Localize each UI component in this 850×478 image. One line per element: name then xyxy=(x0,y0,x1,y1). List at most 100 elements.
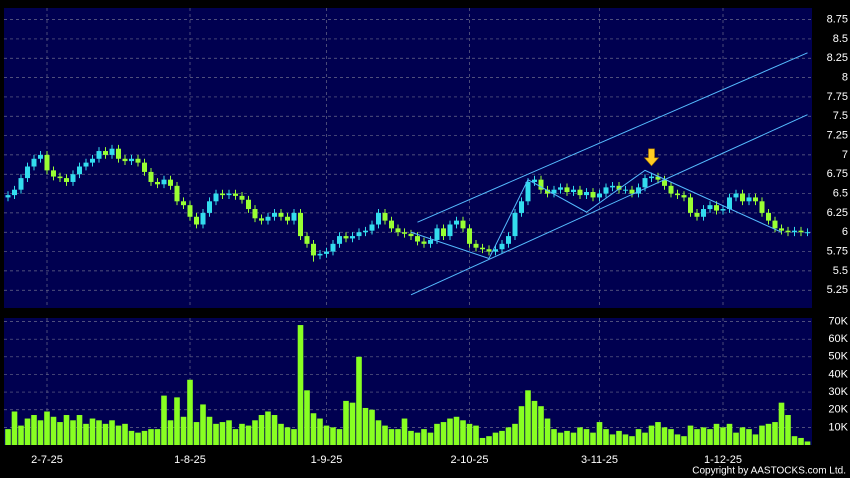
candle-body xyxy=(538,179,544,190)
candle-body xyxy=(649,176,654,179)
volume-bar xyxy=(778,402,785,445)
volume-bar xyxy=(648,425,655,445)
candle-body xyxy=(298,212,303,237)
volume-bar xyxy=(258,415,265,445)
trendline xyxy=(410,114,808,296)
volume-bar xyxy=(460,420,466,445)
candle-body xyxy=(317,253,323,256)
candle-body xyxy=(382,212,388,221)
volume-bar xyxy=(18,425,24,445)
volume-bar xyxy=(135,432,141,445)
volume-bar xyxy=(440,422,447,445)
volume-bar xyxy=(622,434,629,445)
volume-bar xyxy=(245,425,252,445)
volume-bar xyxy=(759,425,765,445)
volume-bar xyxy=(297,325,304,445)
candle-body xyxy=(694,212,700,217)
volume-bar xyxy=(115,425,122,445)
candle-body xyxy=(532,179,537,182)
y-tick-label: 8.75 xyxy=(827,14,848,26)
candle-body xyxy=(64,178,69,182)
volume-bar xyxy=(317,418,323,445)
candle-body xyxy=(213,193,219,202)
candle-body xyxy=(311,243,316,256)
volume-bar xyxy=(804,441,811,445)
volume-bar xyxy=(531,400,538,445)
volume-bar xyxy=(707,429,713,445)
candle-body xyxy=(688,197,693,213)
volume-bar xyxy=(278,423,284,445)
volume-bar xyxy=(336,429,343,445)
candle-body xyxy=(200,212,206,225)
candle-body xyxy=(207,201,212,213)
candle-body xyxy=(174,185,180,202)
candle-body xyxy=(246,199,251,210)
volume-bar xyxy=(473,425,479,445)
volume-bar xyxy=(421,429,427,445)
volume-bar xyxy=(635,429,642,445)
volume-bar xyxy=(668,429,674,445)
volume-bar xyxy=(102,423,109,445)
volume-bar xyxy=(310,413,317,445)
volume-bar xyxy=(193,422,200,445)
candle-body xyxy=(512,212,518,237)
volume-bar xyxy=(252,420,258,445)
volume-bar xyxy=(200,404,206,445)
volume-bar xyxy=(330,427,336,445)
y-tick-label: 5.5 xyxy=(833,265,848,277)
volume-bar xyxy=(505,427,512,445)
volume-bar xyxy=(401,418,408,445)
volume-bar xyxy=(466,423,473,445)
volume-bar xyxy=(96,420,102,445)
y-tick-label: 6.75 xyxy=(827,168,848,180)
candle-body xyxy=(135,158,141,163)
candle-body xyxy=(278,212,284,217)
volume-bar xyxy=(687,425,694,445)
volume-bar xyxy=(232,429,239,445)
candle-body xyxy=(610,185,615,188)
volume-bar xyxy=(265,411,271,445)
volume-bar xyxy=(427,432,434,445)
volume-bar xyxy=(765,423,772,445)
candle-body xyxy=(343,236,349,239)
trendline xyxy=(417,52,808,223)
volume-bar xyxy=(655,422,661,445)
candle-body xyxy=(25,166,30,179)
volume-bar xyxy=(167,420,174,445)
arrow-marker xyxy=(643,148,660,167)
candle-body xyxy=(389,220,394,229)
y-tick-label: 6.5 xyxy=(833,187,848,199)
candle-body xyxy=(51,170,56,177)
y-tick-label: 8 xyxy=(842,71,848,83)
y-tick-label: 8.25 xyxy=(827,52,848,64)
candle-body xyxy=(233,193,238,196)
volume-bar xyxy=(557,432,564,445)
y-tick-label: 5.75 xyxy=(827,245,848,257)
volume-bar xyxy=(694,429,700,445)
volume-bar xyxy=(128,430,135,445)
volume-bar xyxy=(148,429,154,445)
volume-tick-label: 30K xyxy=(828,386,848,398)
volume-bar xyxy=(63,415,70,445)
y-tick-label: 7.25 xyxy=(827,129,848,141)
volume-bar xyxy=(323,425,330,445)
volume-bar xyxy=(570,432,577,445)
candle-body xyxy=(116,148,121,159)
volume-bar xyxy=(492,432,499,445)
x-tick-label: 1-9-25 xyxy=(311,454,343,466)
volume-bar xyxy=(109,420,115,445)
volume-bar xyxy=(271,415,278,445)
volume-bar xyxy=(551,429,557,445)
volume-bar xyxy=(11,411,18,445)
volume-bar xyxy=(122,423,128,445)
candle-body xyxy=(155,181,160,185)
y-tick-label: 5.25 xyxy=(827,284,848,296)
volume-bar xyxy=(213,423,219,445)
volume-bar xyxy=(89,418,96,445)
volume-bar xyxy=(577,427,583,445)
candle-body xyxy=(109,148,115,155)
candle-body xyxy=(5,195,11,198)
candle-body xyxy=(545,189,550,194)
volume-bar xyxy=(180,416,187,445)
candle-body xyxy=(220,193,225,196)
